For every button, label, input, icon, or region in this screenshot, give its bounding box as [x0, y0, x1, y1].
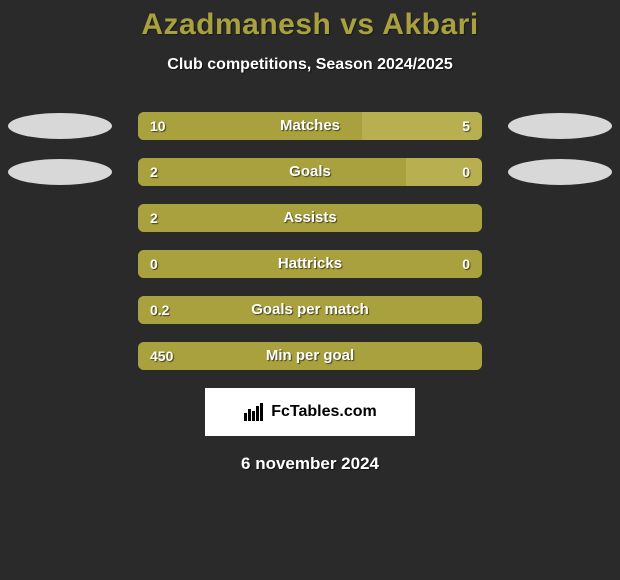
- brand-watermark: FcTables.com: [205, 388, 415, 436]
- stat-label: Min per goal: [138, 342, 482, 370]
- subtitle: Club competitions, Season 2024/2025: [0, 56, 620, 74]
- stat-row: 450Min per goal: [0, 342, 620, 370]
- stat-label: Goals per match: [138, 296, 482, 324]
- stat-row: 0.2Goals per match: [0, 296, 620, 324]
- stat-bar: 0.2Goals per match: [138, 296, 482, 324]
- stat-bar: 00Hattricks: [138, 250, 482, 278]
- stat-row: 105Matches: [0, 112, 620, 140]
- stat-label: Matches: [138, 112, 482, 140]
- brand-text: FcTables.com: [271, 403, 377, 421]
- stat-bar: 450Min per goal: [138, 342, 482, 370]
- footer-date: 6 november 2024: [0, 454, 620, 474]
- player-marker-left: [8, 113, 112, 139]
- player-marker-left: [8, 159, 112, 185]
- stat-label: Goals: [138, 158, 482, 186]
- stat-row: 20Goals: [0, 158, 620, 186]
- page-title: Azadmanesh vs Akbari: [0, 8, 620, 42]
- stat-bar: 105Matches: [138, 112, 482, 140]
- player-marker-right: [508, 159, 612, 185]
- stat-label: Hattricks: [138, 250, 482, 278]
- bar-chart-icon: [243, 403, 265, 421]
- player-marker-right: [508, 113, 612, 139]
- stat-bar: 20Goals: [138, 158, 482, 186]
- stat-row: 2Assists: [0, 204, 620, 232]
- stat-row: 00Hattricks: [0, 250, 620, 278]
- stats-comparison: 105Matches 20Goals 2Assists 00Hattricks 0.2G…: [0, 112, 620, 370]
- stat-label: Assists: [138, 204, 482, 232]
- stat-bar: 2Assists: [138, 204, 482, 232]
